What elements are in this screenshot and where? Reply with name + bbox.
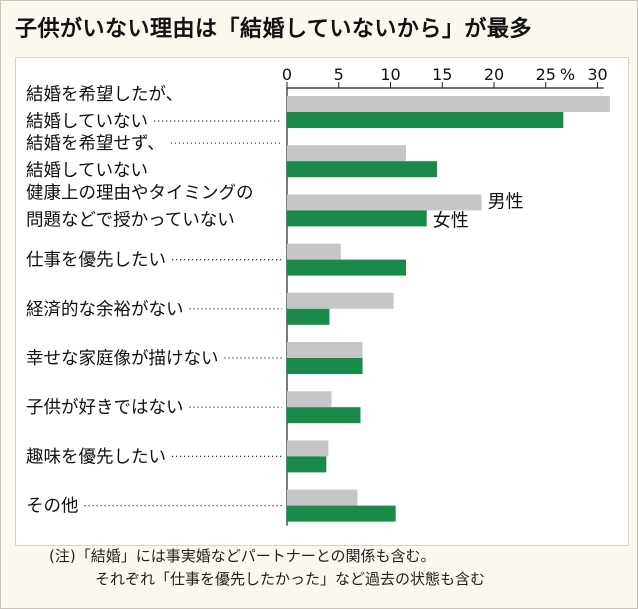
bar-female-1 xyxy=(287,112,564,128)
plot-area: 0 5 10 15 20 25 30% 結婚を希望したが、 結婚していない 結婚を希望せず、 結婚し… xyxy=(15,57,629,546)
bar-female-8 xyxy=(287,456,327,473)
note-line-1: (注)「結婚」には事実婚などパートナーとの関係も含む。 xyxy=(49,547,436,565)
bar-male-3 xyxy=(287,194,482,211)
unit-label: % xyxy=(560,65,575,84)
bar-male-2 xyxy=(287,145,407,162)
category-label: 幸せな家庭像が描けない xyxy=(26,349,219,369)
x-tick-label: 25 xyxy=(536,65,556,84)
bar-female-4 xyxy=(287,259,407,276)
x-tick-label: 10 xyxy=(380,65,400,84)
bar-female-7 xyxy=(287,407,361,424)
x-tick-label: 0 xyxy=(282,65,292,84)
category-label: その他 xyxy=(26,497,79,517)
bar-female-5 xyxy=(287,308,330,325)
category-label: 健康上の理由やタイミングの xyxy=(26,183,254,203)
category-label: 趣味を優先したい xyxy=(26,447,166,467)
x-tick-label: 5 xyxy=(334,65,344,84)
bar-male-1 xyxy=(287,96,610,112)
category-label: 仕事を優先したい xyxy=(26,251,166,271)
x-tick-label: 15 xyxy=(432,65,452,84)
note-line-2: それぞれ「仕事を優先したかった」など過去の状態も含む xyxy=(95,570,486,588)
bar-chart: 0 5 10 15 20 25 30% 結婚を希望したが、結婚していない結婚を希望せず、結婚し… xyxy=(26,65,610,526)
bar-female-2 xyxy=(287,161,438,178)
category-label: 問題などで授かっていない xyxy=(26,210,235,230)
bar-female-9 xyxy=(287,505,396,522)
bar-female-3 xyxy=(287,210,427,227)
category-label: 結婚を希望したが、 xyxy=(26,85,183,105)
category-label: 結婚していない xyxy=(26,112,148,132)
bar-male-4 xyxy=(287,243,341,260)
category-label: 結婚を希望せず、 xyxy=(26,134,165,154)
x-tick-label: 20 xyxy=(484,65,504,84)
legend-female: 女性 xyxy=(433,210,469,231)
bar-male-5 xyxy=(287,292,394,309)
category-label: 経済的な余裕がない xyxy=(26,300,184,320)
category-label: 結婚していない xyxy=(26,161,148,181)
bar-male-7 xyxy=(287,391,332,408)
x-tick-label: 30 xyxy=(587,65,607,84)
chart-note: (注)「結婚」には事実婚などパートナーとの関係も含む。 それぞれ「仕事を優先した… xyxy=(49,545,634,591)
bar-male-6 xyxy=(287,342,363,358)
bar-female-6 xyxy=(287,358,363,374)
legend-male: 男性 xyxy=(488,191,524,212)
chart-title: 子供がいない理由は「結婚していないから」が最多 xyxy=(15,17,532,42)
bar-male-8 xyxy=(287,440,329,457)
category-label: 子供が好きではない xyxy=(26,398,184,418)
bar-male-9 xyxy=(287,489,358,506)
